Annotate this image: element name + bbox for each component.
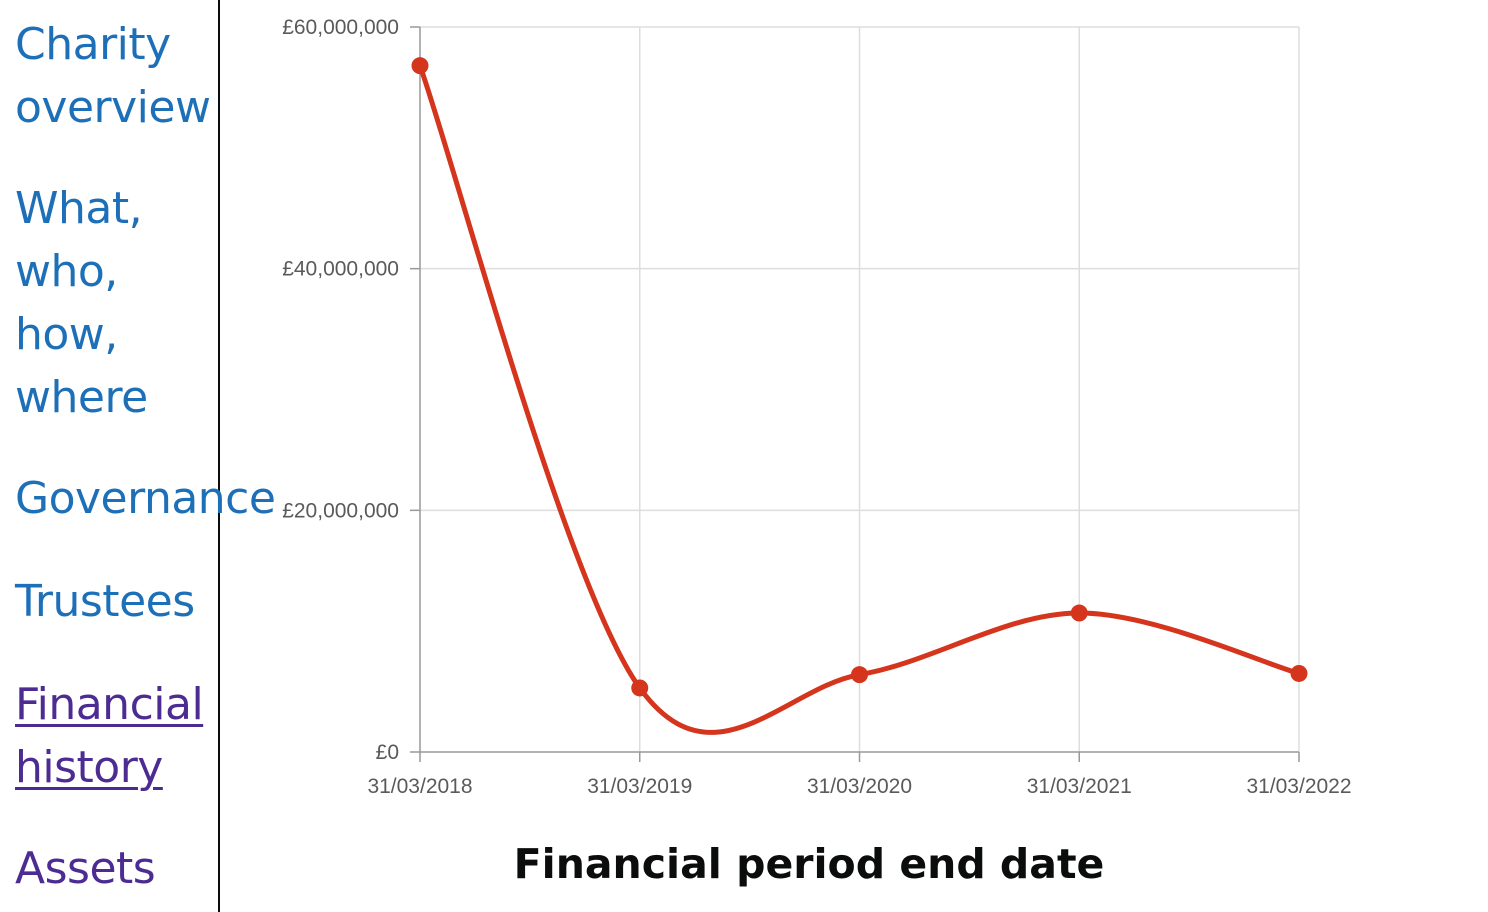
series-line — [417, 63, 1302, 735]
sidebar-nav: Charity overview What, who, how, where G… — [0, 0, 276, 912]
data-point[interactable] — [411, 57, 429, 75]
nav-link-financial-history[interactable]: Financial history — [15, 679, 204, 793]
nav-link-charity-overview[interactable]: Charity overview — [15, 19, 211, 133]
x-tick-label: 31/03/2018 — [367, 775, 472, 798]
chart-axes — [410, 26, 1300, 762]
y-tick-label: £60,000,000 — [282, 16, 399, 39]
data-point[interactable] — [851, 666, 868, 684]
x-tick-label: 31/03/2021 — [1027, 775, 1132, 798]
nav-link-assets[interactable]: Assets — [15, 843, 156, 894]
x-tick-label: 31/03/2019 — [587, 775, 692, 798]
y-tick-label: £20,000,000 — [282, 499, 399, 522]
nav-link-governance[interactable]: Governance — [15, 473, 276, 524]
data-point[interactable] — [631, 679, 649, 697]
chart-labels: £0 £20,000,000 £40,000,000 £60,000,000 31/03… — [282, 16, 1351, 798]
data-point[interactable] — [1290, 664, 1308, 682]
x-tick-label: 31/03/2020 — [807, 775, 912, 798]
data-point[interactable] — [1070, 604, 1088, 622]
x-axis-title: Financial period end date — [514, 840, 1105, 888]
chart-series — [411, 57, 1308, 735]
nav-link-trustees[interactable]: Trustees — [15, 576, 195, 627]
y-tick-label: £40,000,000 — [282, 258, 399, 281]
nav-link-what-who-how-where[interactable]: What, who, how, where — [15, 183, 148, 423]
y-tick-label: £0 — [376, 741, 399, 764]
x-tick-label: 31/03/2022 — [1246, 775, 1351, 798]
chart-grid — [420, 26, 1300, 752]
